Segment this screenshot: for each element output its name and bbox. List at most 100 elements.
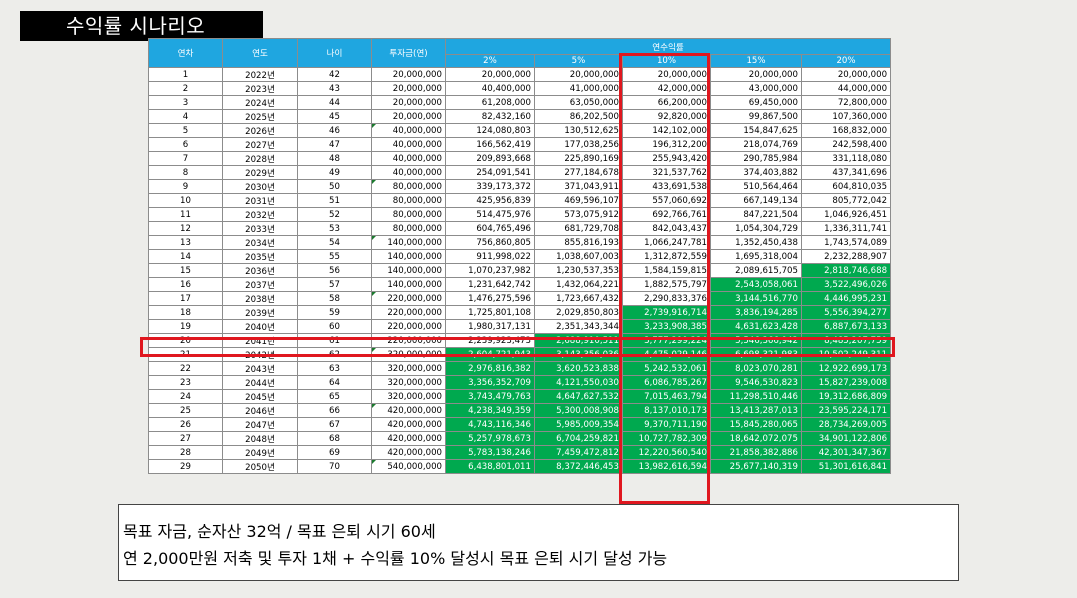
cell-value-5pct: 277,184,678	[534, 165, 623, 180]
cell-value-5pct: 1,230,537,353	[534, 263, 623, 278]
cell-value-5pct: 5,985,009,354	[534, 417, 623, 432]
cell-value-5pct: 3,143,356,036	[534, 347, 623, 362]
cell-value-5pct: 1,432,064,221	[534, 277, 623, 292]
cell-investment: 420,000,000	[371, 403, 446, 418]
header-rate-5: 5%	[534, 54, 623, 68]
cell-value-15pct: 20,000,000	[710, 67, 802, 82]
cell-round: 9	[148, 179, 223, 194]
cell-value-20pct: 23,595,224,171	[800, 403, 892, 418]
cell-value-2pct: 4,743,116,346	[445, 417, 535, 432]
table-row: 22 2043년 63 320,000,000 2,976,816,382 3,620,5…	[148, 361, 892, 376]
cell-value-2pct: 514,475,976	[445, 207, 535, 222]
cell-age: 65	[297, 389, 372, 404]
cell-value-5pct: 41,000,000	[534, 81, 623, 96]
cell-value-5pct: 20,000,000	[534, 67, 623, 82]
cell-round: 2	[148, 81, 223, 96]
cell-year: 2043년	[222, 361, 298, 376]
cell-value-15pct: 1,695,318,004	[710, 249, 802, 264]
cell-round: 10	[148, 193, 223, 208]
cell-round: 12	[148, 221, 223, 236]
header-rate-15: 15%	[710, 54, 802, 68]
cell-investment: 140,000,000	[371, 235, 446, 250]
table-row: 4 2025년 45 20,000,000 82,432,160 86,202,500 92…	[148, 109, 892, 124]
table-row: 27 2048년 68 420,000,000 5,257,978,673 6,704,2…	[148, 431, 892, 446]
table-row: 15 2036년 56 140,000,000 1,070,237,982 1,230,5…	[148, 263, 892, 278]
cell-value-20pct: 2,818,746,688	[800, 263, 892, 278]
cell-age: 67	[297, 417, 372, 432]
cell-value-20pct: 3,522,496,026	[800, 277, 892, 292]
cell-value-20pct: 28,734,269,005	[800, 417, 892, 432]
cell-age: 54	[297, 235, 372, 250]
cell-round: 13	[148, 235, 223, 250]
cell-value-10pct: 92,820,000	[622, 109, 711, 124]
cell-investment: 80,000,000	[371, 221, 446, 236]
cell-investment: 40,000,000	[371, 137, 446, 152]
cell-value-20pct: 1,046,926,451	[800, 207, 892, 222]
cell-value-5pct: 2,351,343,344	[534, 319, 623, 334]
page-title: 수익률 시나리오	[20, 11, 263, 41]
cell-value-20pct: 15,827,239,008	[800, 375, 892, 390]
cell-value-15pct: 6,698,321,983	[710, 347, 802, 362]
cell-year: 2022년	[222, 67, 298, 82]
cell-value-15pct: 25,677,140,319	[710, 459, 802, 474]
cell-year: 2030년	[222, 179, 298, 194]
header-year: 연도	[222, 38, 298, 68]
cell-age: 47	[297, 137, 372, 152]
cell-value-10pct: 5,242,532,061	[622, 361, 711, 376]
cell-year: 2049년	[222, 445, 298, 460]
cell-value-15pct: 13,413,287,013	[710, 403, 802, 418]
cell-year: 2040년	[222, 319, 298, 334]
cell-age: 56	[297, 263, 372, 278]
table-row: 1 2022년 42 20,000,000 20,000,000 20,000,000 20…	[148, 67, 892, 82]
cell-value-5pct: 4,121,550,030	[534, 375, 623, 390]
cell-value-2pct: 1,476,275,596	[445, 291, 535, 306]
table-row: 6 2027년 47 40,000,000 166,562,419 177,038,256…	[148, 137, 892, 152]
cell-age: 68	[297, 431, 372, 446]
cell-year: 2037년	[222, 277, 298, 292]
cell-value-15pct: 1,054,304,729	[710, 221, 802, 236]
cell-year: 2028년	[222, 151, 298, 166]
cell-value-20pct: 20,000,000	[800, 67, 892, 82]
cell-age: 48	[297, 151, 372, 166]
table-row: 26 2047년 67 420,000,000 4,743,116,346 5,985,0…	[148, 417, 892, 432]
cell-value-10pct: 6,086,785,267	[622, 375, 711, 390]
cell-value-5pct: 86,202,500	[534, 109, 623, 124]
cell-value-2pct: 3,356,352,709	[445, 375, 535, 390]
note-line-2: 연 2,000만원 저축 및 투자 1채 + 수익률 10% 달성시 목표 은퇴…	[123, 549, 668, 568]
cell-value-2pct: 2,976,816,382	[445, 361, 535, 376]
table-row: 23 2044년 64 320,000,000 3,356,352,709 4,121,5…	[148, 375, 892, 390]
cell-value-15pct: 218,074,769	[710, 137, 802, 152]
cell-round: 27	[148, 431, 223, 446]
cell-age: 53	[297, 221, 372, 236]
cell-value-15pct: 3,836,194,285	[710, 305, 802, 320]
cell-value-15pct: 99,867,500	[710, 109, 802, 124]
cell-age: 55	[297, 249, 372, 264]
cell-round: 1	[148, 67, 223, 82]
cell-age: 63	[297, 361, 372, 376]
cell-value-10pct: 1,066,247,781	[622, 235, 711, 250]
cell-value-10pct: 20,000,000	[622, 67, 711, 82]
table-row: 8 2029년 49 40,000,000 254,091,541 277,184,678…	[148, 165, 892, 180]
cell-round: 3	[148, 95, 223, 110]
cell-value-20pct: 51,301,616,841	[800, 459, 892, 474]
cell-value-15pct: 374,403,882	[710, 165, 802, 180]
table-row: 10 2031년 51 80,000,000 425,956,839 469,596,10…	[148, 193, 892, 208]
cell-value-20pct: 10,502,249,311	[800, 347, 892, 362]
cell-year: 2047년	[222, 417, 298, 432]
cell-round: 16	[148, 277, 223, 292]
cell-age: 69	[297, 445, 372, 460]
cell-round: 22	[148, 361, 223, 376]
cell-age: 43	[297, 81, 372, 96]
cell-value-2pct: 124,080,803	[445, 123, 535, 138]
cell-year: 2042년	[222, 347, 298, 362]
table-row: 17 2038년 58 220,000,000 1,476,275,596 1,723,6…	[148, 291, 892, 306]
cell-investment: 320,000,000	[371, 347, 446, 362]
cell-investment: 420,000,000	[371, 445, 446, 460]
cell-investment: 420,000,000	[371, 431, 446, 446]
cell-value-2pct: 339,173,372	[445, 179, 535, 194]
cell-value-5pct: 7,459,472,812	[534, 445, 623, 460]
cell-value-5pct: 681,729,708	[534, 221, 623, 236]
cell-value-20pct: 34,901,122,806	[800, 431, 892, 446]
cell-round: 28	[148, 445, 223, 460]
cell-value-10pct: 42,000,000	[622, 81, 711, 96]
